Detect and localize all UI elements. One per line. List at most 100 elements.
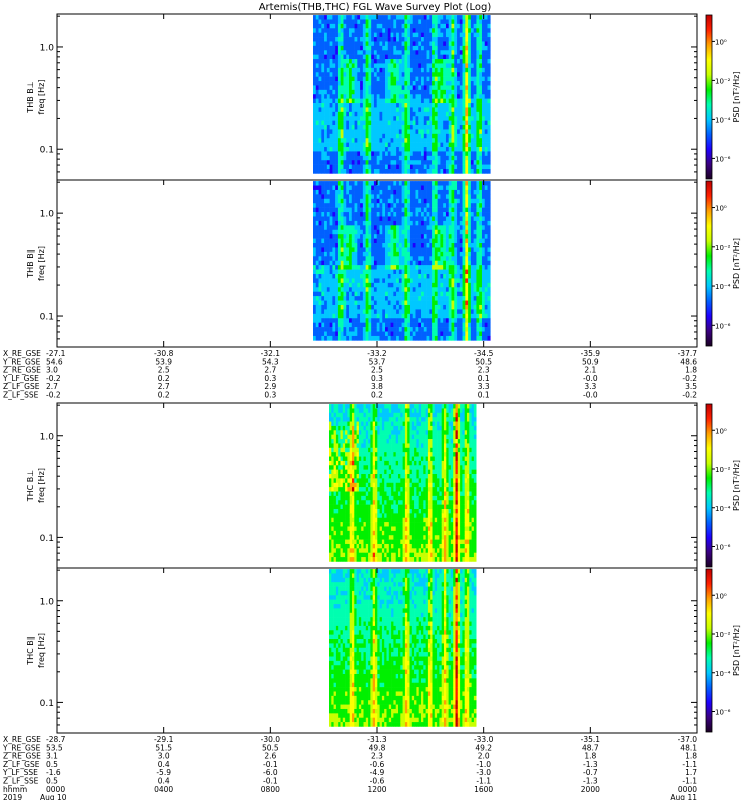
spectro-cell <box>488 19 491 24</box>
spectro-cell <box>479 181 482 186</box>
spectro-cell <box>324 169 327 174</box>
spectro-cell <box>366 107 369 112</box>
spectro-cell <box>377 336 380 341</box>
spectro-cell <box>391 221 394 226</box>
spectro-cell <box>338 129 341 134</box>
spectro-cell <box>357 107 360 112</box>
spectro-cell <box>413 332 416 337</box>
spectro-cell <box>330 41 333 46</box>
spectro-cell <box>482 85 485 90</box>
spectro-cell <box>476 151 479 156</box>
spectro-cell <box>324 314 327 319</box>
spectro-cell <box>474 186 477 191</box>
spectro-cell <box>368 194 371 199</box>
spectro-cell <box>404 305 407 310</box>
spectro-cell <box>482 156 485 161</box>
spectro-cell <box>454 81 457 86</box>
spectro-cell <box>343 55 346 60</box>
spectro-cell <box>382 160 385 165</box>
spectro-cell <box>335 41 338 46</box>
spectro-cell <box>313 252 316 257</box>
spectro-cell <box>415 63 418 68</box>
spectro-cell <box>363 230 366 235</box>
spectro-cell <box>454 160 457 165</box>
spectro-cell <box>377 165 380 170</box>
spectro-cell <box>379 309 382 314</box>
spectro-cell <box>346 99 349 104</box>
spectro-cell <box>393 160 396 165</box>
spectro-cell <box>460 169 463 174</box>
spectro-cell <box>327 55 330 60</box>
spectro-cell <box>474 301 477 306</box>
spectro-cell <box>468 143 471 148</box>
spectro-cell <box>424 261 427 266</box>
spectro-cell <box>382 221 385 226</box>
spectro-cell <box>449 305 452 310</box>
spectro-cell <box>407 151 410 156</box>
spectro-cell <box>435 336 438 341</box>
spectro-cell <box>463 247 466 252</box>
spectro-cell <box>330 28 333 33</box>
spectro-cell <box>385 59 388 64</box>
spectro-cell <box>479 55 482 60</box>
spectro-cell <box>435 72 438 77</box>
spectro-cell <box>368 212 371 217</box>
spectro-cell <box>357 225 360 230</box>
spectro-cell <box>329 404 332 409</box>
spectro-cell <box>371 283 374 288</box>
spectro-cell <box>393 156 396 161</box>
spectro-cell <box>421 129 424 134</box>
spectro-cell <box>407 252 410 257</box>
spectro-cell <box>404 160 407 165</box>
spectro-cell <box>382 151 385 156</box>
spectro-cell <box>435 77 438 82</box>
spectro-cell <box>424 143 427 148</box>
spectro-cell <box>371 252 374 257</box>
spectro-cell <box>332 19 335 24</box>
spectro-cell <box>415 147 418 152</box>
spectro-cell <box>421 156 424 161</box>
spectro-cell <box>341 239 344 244</box>
spectro-cell <box>332 121 335 126</box>
spectro-cell <box>449 41 452 46</box>
spectro-cell <box>452 234 455 239</box>
spectro-cell <box>338 261 341 266</box>
spectro-cell <box>410 296 413 301</box>
spectro-cell <box>360 327 363 332</box>
spectro-cell <box>460 68 463 73</box>
spectro-cell <box>438 265 441 270</box>
spectro-cell <box>368 278 371 283</box>
spectro-cell <box>385 134 388 139</box>
spectro-cell <box>438 156 441 161</box>
spectro-cell <box>377 243 380 248</box>
spectro-cell <box>374 103 377 108</box>
spectro-cell <box>368 55 371 60</box>
spectro-cell <box>418 107 421 112</box>
spectro-cell <box>454 336 457 341</box>
spectro-cell <box>471 134 474 139</box>
spectro-cell <box>446 199 449 204</box>
spectro-cell <box>399 278 402 283</box>
spectro-cell <box>465 265 468 270</box>
spectro-cell <box>327 147 330 152</box>
spectro-cell <box>313 50 316 55</box>
spectro-cell <box>319 336 322 341</box>
spectro-cell <box>313 305 316 310</box>
spectro-cell <box>421 125 424 130</box>
spectro-cell <box>452 199 455 204</box>
spectro-cell <box>443 278 446 283</box>
spectro-cell <box>343 500 346 505</box>
spectro-cell <box>463 199 466 204</box>
spectro-cell <box>443 186 446 191</box>
spectro-cell <box>382 208 385 213</box>
spectro-cell <box>385 190 388 195</box>
spectro-cell <box>485 252 488 257</box>
spectro-cell <box>454 24 457 29</box>
spectro-cell <box>319 270 322 275</box>
spectro-cell <box>427 181 430 186</box>
spectro-cell <box>399 239 402 244</box>
spectro-cell <box>399 186 402 191</box>
spectro-cell <box>377 63 380 68</box>
spectro-cell <box>476 125 479 130</box>
spectro-cell <box>391 336 394 341</box>
